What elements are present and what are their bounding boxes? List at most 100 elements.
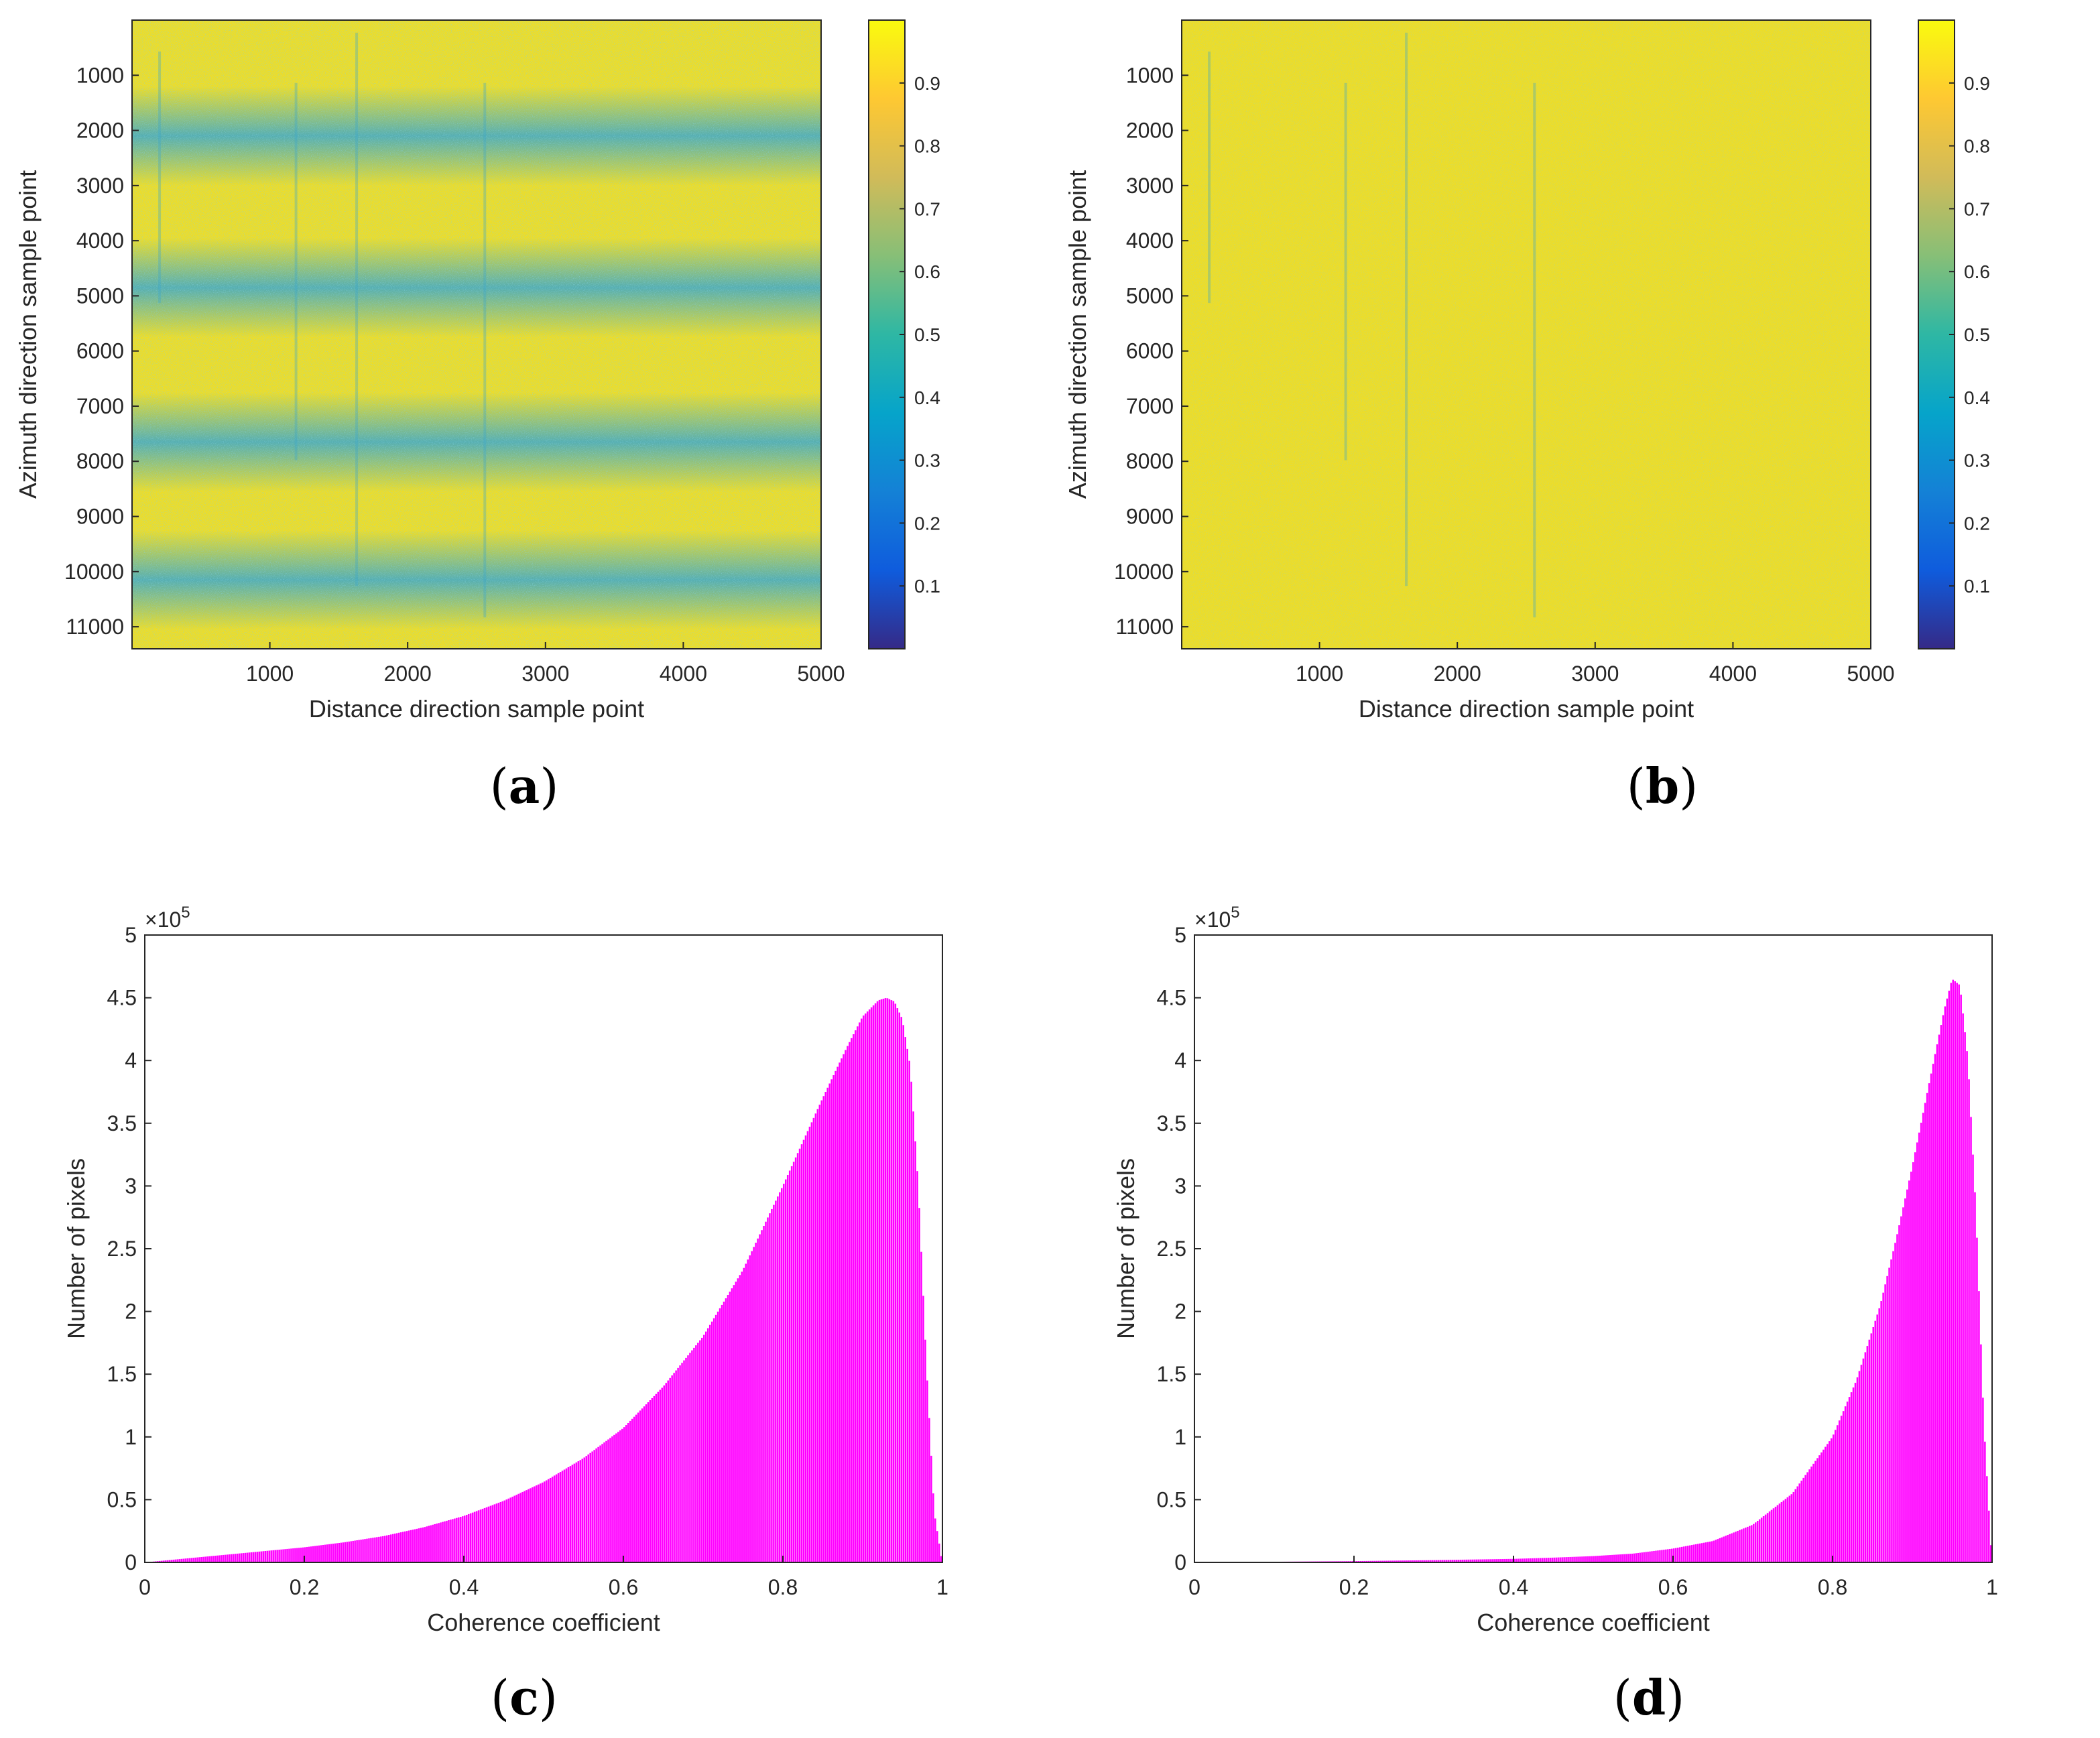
histogram-bar: [832, 1075, 835, 1562]
histogram-bar: [719, 1308, 721, 1562]
histogram-bar: [577, 1461, 580, 1562]
histogram-bar: [1453, 1560, 1456, 1562]
histogram-bar: [1676, 1548, 1679, 1562]
y-tick-label: 11000: [1115, 615, 1174, 639]
histogram-bar: [781, 1188, 783, 1562]
histogram-bar: [1479, 1559, 1481, 1562]
histogram-bar: [1394, 1560, 1396, 1562]
histogram-bar: [1422, 1560, 1424, 1562]
histogram-bar: [892, 1001, 895, 1562]
histogram-bar: [483, 1507, 486, 1562]
histogram-bar: [380, 1536, 382, 1562]
caption-c: (c): [490, 1669, 558, 1726]
histogram-bar: [450, 1519, 452, 1562]
histogram-bar: [1896, 1234, 1898, 1562]
speckle-texture: [1182, 20, 1871, 649]
histogram-bar: [826, 1087, 828, 1562]
histogram-bar: [910, 1081, 912, 1562]
histogram-bar: [499, 1501, 502, 1562]
histogram-bar: [835, 1070, 837, 1562]
histogram-bar: [775, 1200, 777, 1562]
histogram-bar: [1398, 1560, 1400, 1562]
histogram-bars: [145, 998, 942, 1562]
histogram-bar: [1836, 1425, 1839, 1562]
histogram-bar: [387, 1535, 390, 1562]
histogram-bar: [843, 1054, 845, 1562]
histogram-bar: [583, 1457, 586, 1562]
histogram-bar: [1389, 1560, 1392, 1562]
colorbar: [868, 19, 906, 649]
histogram-bar: [176, 1559, 179, 1562]
histogram-bar: [1743, 1528, 1745, 1562]
y-tick-label: 8000: [76, 449, 124, 473]
histogram-bar: [547, 1479, 550, 1562]
histogram-bar: [1756, 1520, 1759, 1562]
histogram-bar: [1984, 1441, 1986, 1562]
histogram-bar: [342, 1542, 345, 1562]
histogram-bar: [346, 1542, 349, 1562]
histogram-bar: [906, 1048, 908, 1562]
histogram-bar: [1493, 1559, 1495, 1562]
histogram-bar: [934, 1518, 936, 1562]
histogram-bar: [1579, 1556, 1581, 1562]
histogram-bar: [1898, 1225, 1900, 1562]
histogram-bar: [188, 1558, 190, 1562]
histogram-bar: [687, 1355, 689, 1562]
histogram-bar: [428, 1526, 430, 1562]
histogram-bar: [236, 1553, 239, 1562]
histogram-bar: [810, 1122, 813, 1562]
histogram-bar: [1818, 1455, 1820, 1562]
histogram-bar: [841, 1058, 843, 1562]
histogram-bar: [625, 1425, 627, 1562]
histogram-bar: [571, 1465, 574, 1562]
histogram-bar: [538, 1484, 540, 1562]
histogram-bar: [1392, 1560, 1394, 1562]
histogram-bar: [1406, 1560, 1408, 1562]
histogram-bar: [1820, 1452, 1823, 1562]
histogram-bar: [689, 1353, 691, 1562]
histogram-bar: [495, 1503, 498, 1562]
histogram-bar: [863, 1015, 865, 1562]
x-tick-label: 0.4: [1499, 1575, 1528, 1599]
histogram-bar: [290, 1548, 292, 1562]
histogram-bar: [264, 1551, 267, 1562]
histogram-bar: [1934, 1054, 1936, 1562]
histogram-bar: [704, 1331, 707, 1562]
histogram-bar: [677, 1367, 679, 1562]
histogram-bar: [755, 1243, 757, 1562]
histogram-bar: [639, 1410, 641, 1562]
histogram-bar: [1964, 1032, 1966, 1562]
histogram-bar: [1387, 1560, 1390, 1562]
histogram-bar: [723, 1301, 725, 1562]
y-tick-label: 1.5: [107, 1362, 137, 1386]
histogram-bar: [368, 1538, 370, 1562]
histogram-bar: [1473, 1559, 1476, 1562]
histogram-bar: [284, 1549, 286, 1562]
histogram-bar: [1864, 1352, 1867, 1562]
histogram-bar: [683, 1360, 685, 1562]
histogram-bar: [1727, 1535, 1729, 1562]
histogram-bar: [859, 1022, 861, 1562]
histogram-bar: [565, 1468, 568, 1562]
histogram-bar: [182, 1558, 185, 1562]
histogram-bar: [1698, 1543, 1701, 1562]
histogram-bar: [569, 1466, 572, 1562]
histogram-bar: [1888, 1267, 1890, 1562]
histogram-bar: [1711, 1541, 1713, 1562]
histogram-bar: [1637, 1552, 1639, 1562]
histogram-bar: [1966, 1051, 1968, 1562]
histogram-bar: [1455, 1560, 1458, 1562]
histogram-bar: [779, 1192, 781, 1562]
histogram-bar: [1754, 1522, 1757, 1562]
histogram-bar: [1369, 1560, 1372, 1562]
histogram-bar: [316, 1546, 318, 1562]
histogram-bar: [1477, 1559, 1479, 1562]
histogram-bar: [1497, 1559, 1499, 1562]
histogram-bar: [1768, 1511, 1771, 1562]
histogram-bar: [356, 1540, 358, 1562]
histogram-bar: [1412, 1560, 1414, 1562]
histogram-bar: [1659, 1550, 1661, 1562]
x-tick-label: 0: [139, 1575, 151, 1599]
histogram-bar: [759, 1234, 761, 1562]
histogram-bar: [1938, 1034, 1940, 1562]
